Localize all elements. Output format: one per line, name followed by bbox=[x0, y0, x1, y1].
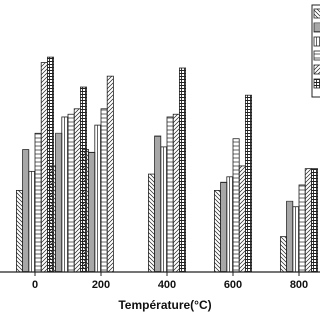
bar bbox=[15, 189, 23, 273]
x-tick-label: 200 bbox=[92, 279, 110, 291]
bar bbox=[67, 113, 75, 273]
bar bbox=[55, 132, 63, 273]
bar bbox=[100, 108, 108, 273]
bar bbox=[22, 149, 30, 273]
bar bbox=[220, 181, 228, 273]
bar bbox=[178, 67, 186, 273]
bar bbox=[304, 168, 312, 273]
bar bbox=[160, 146, 168, 273]
bar bbox=[88, 151, 96, 273]
bar bbox=[286, 200, 294, 273]
legend-swatch bbox=[313, 64, 320, 75]
bar bbox=[238, 165, 246, 273]
bar bbox=[292, 206, 300, 273]
bar bbox=[279, 236, 287, 273]
bar bbox=[213, 189, 221, 273]
bar bbox=[166, 116, 174, 273]
x-axis-label: Température(°C) bbox=[118, 298, 211, 312]
bar bbox=[47, 56, 55, 273]
legend-swatch bbox=[313, 78, 320, 89]
bar bbox=[73, 108, 81, 273]
bar bbox=[40, 62, 48, 273]
x-tick-label: 0 bbox=[32, 279, 38, 291]
bar bbox=[172, 113, 180, 273]
bar bbox=[232, 138, 240, 273]
legend-swatch bbox=[313, 50, 320, 61]
bar bbox=[154, 135, 162, 273]
x-tick-label: 400 bbox=[158, 279, 176, 291]
legend-swatch bbox=[313, 8, 320, 19]
bar bbox=[34, 132, 42, 273]
bar bbox=[61, 116, 69, 273]
bar bbox=[310, 168, 318, 273]
x-tick-label: 600 bbox=[224, 279, 242, 291]
bar bbox=[147, 173, 155, 273]
legend-swatch bbox=[313, 22, 320, 33]
bar bbox=[106, 75, 114, 273]
bar bbox=[94, 124, 102, 273]
legend-swatch bbox=[313, 36, 320, 47]
bar bbox=[80, 86, 88, 273]
x-tick-label: 800 bbox=[290, 279, 308, 291]
bar bbox=[298, 184, 306, 273]
bar bbox=[28, 170, 36, 273]
bar bbox=[226, 176, 234, 273]
bar bbox=[244, 94, 252, 273]
